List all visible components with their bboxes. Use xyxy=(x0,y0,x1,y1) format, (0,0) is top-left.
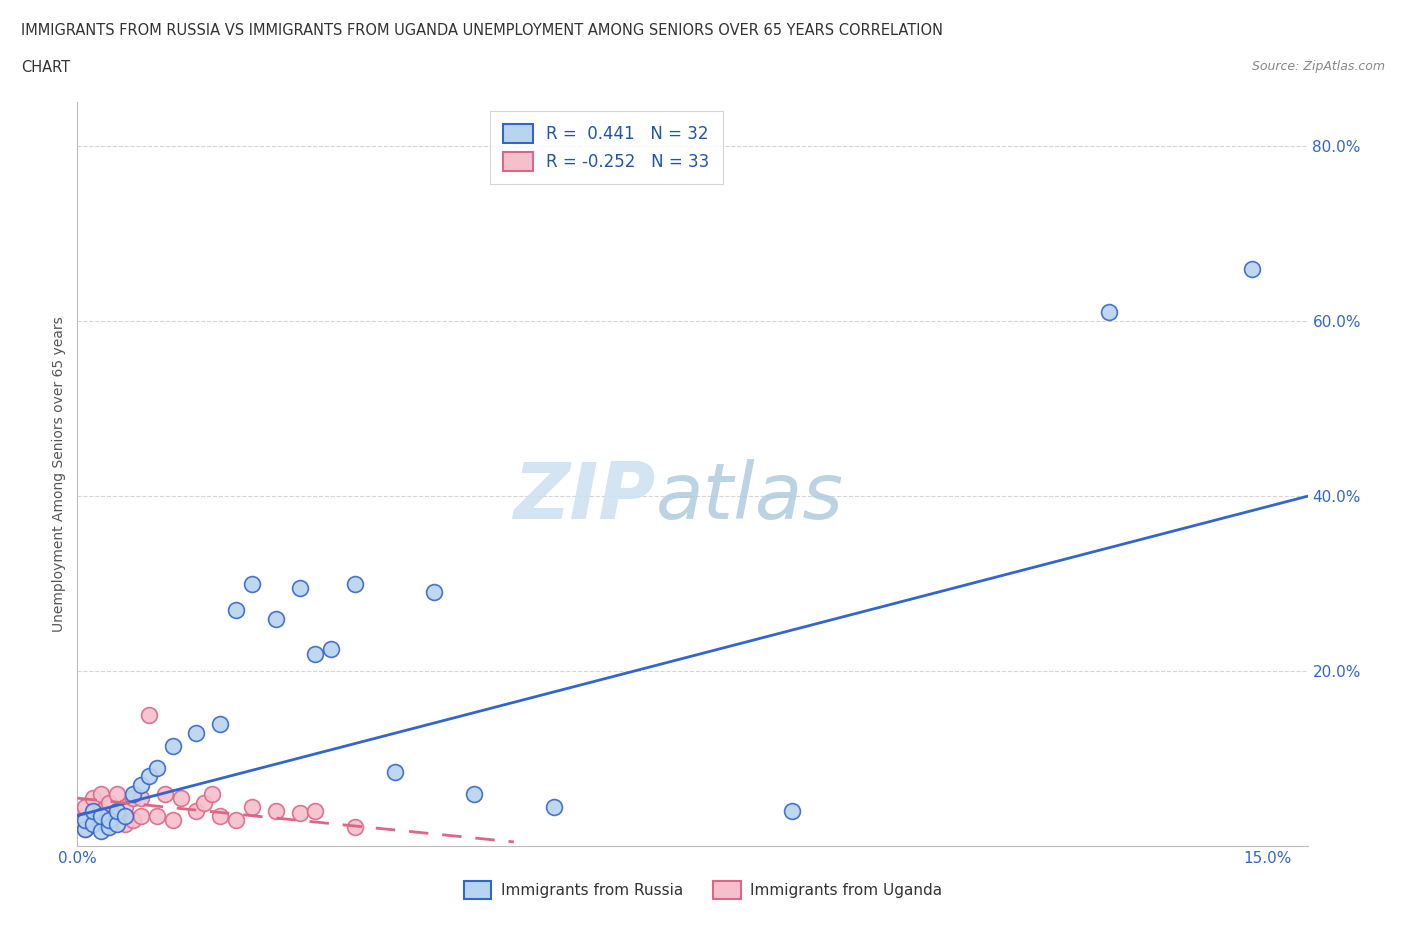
Point xyxy=(82,790,104,805)
Point xyxy=(162,738,184,753)
Point xyxy=(240,577,263,591)
Point xyxy=(186,725,208,740)
Point xyxy=(384,764,406,779)
Point xyxy=(122,790,145,805)
Point xyxy=(344,577,367,591)
Point xyxy=(98,817,121,831)
Point xyxy=(264,611,287,626)
Point xyxy=(75,821,97,836)
Point xyxy=(122,787,145,802)
Point xyxy=(90,804,112,818)
Point xyxy=(209,716,232,731)
Text: IMMIGRANTS FROM RUSSIA VS IMMIGRANTS FROM UGANDA UNEMPLOYMENT AMONG SENIORS OVER: IMMIGRANTS FROM RUSSIA VS IMMIGRANTS FRO… xyxy=(21,23,943,38)
Point xyxy=(105,808,128,823)
Point xyxy=(98,819,121,834)
Point xyxy=(90,823,112,838)
Point xyxy=(138,769,160,784)
Text: ZIP: ZIP xyxy=(513,458,655,535)
Point xyxy=(344,819,367,834)
Point xyxy=(288,580,311,595)
Point xyxy=(288,805,311,820)
Point xyxy=(423,585,446,600)
Point xyxy=(264,804,287,818)
Text: CHART: CHART xyxy=(21,60,70,75)
Point xyxy=(240,800,263,815)
Point xyxy=(201,787,224,802)
Point xyxy=(169,790,191,805)
Point xyxy=(114,808,136,823)
Point xyxy=(90,813,112,828)
Point xyxy=(304,804,326,818)
Point xyxy=(90,808,112,823)
Point xyxy=(145,808,167,823)
Point xyxy=(82,817,104,831)
Legend: R =  0.441   N = 32, R = -0.252   N = 33: R = 0.441 N = 32, R = -0.252 N = 33 xyxy=(489,111,723,184)
Point xyxy=(70,813,93,828)
Point xyxy=(209,808,232,823)
Point xyxy=(543,800,565,815)
Point xyxy=(129,808,152,823)
Point xyxy=(1240,261,1263,276)
Text: Source: ZipAtlas.com: Source: ZipAtlas.com xyxy=(1251,60,1385,73)
Text: atlas: atlas xyxy=(655,458,844,535)
Point xyxy=(105,787,128,802)
Legend: Immigrants from Russia, Immigrants from Uganda: Immigrants from Russia, Immigrants from … xyxy=(458,875,948,905)
Point xyxy=(193,795,215,810)
Point xyxy=(145,760,167,775)
Point xyxy=(321,642,343,657)
Point xyxy=(82,817,104,831)
Point xyxy=(105,817,128,831)
Point xyxy=(1098,305,1121,320)
Point xyxy=(153,787,176,802)
Point xyxy=(162,813,184,828)
Point xyxy=(105,804,128,818)
Point xyxy=(138,708,160,723)
Point xyxy=(122,813,145,828)
Point xyxy=(75,800,97,815)
Point xyxy=(82,804,104,818)
Point xyxy=(114,800,136,815)
Y-axis label: Unemployment Among Seniors over 65 years: Unemployment Among Seniors over 65 years xyxy=(52,316,66,632)
Point xyxy=(225,603,247,618)
Point xyxy=(114,817,136,831)
Point xyxy=(98,813,121,828)
Point xyxy=(129,777,152,792)
Point xyxy=(463,787,485,802)
Point xyxy=(780,804,803,818)
Point xyxy=(90,787,112,802)
Point xyxy=(129,790,152,805)
Point xyxy=(304,646,326,661)
Point xyxy=(98,795,121,810)
Point xyxy=(75,813,97,828)
Point xyxy=(225,813,247,828)
Point xyxy=(186,804,208,818)
Point xyxy=(75,821,97,836)
